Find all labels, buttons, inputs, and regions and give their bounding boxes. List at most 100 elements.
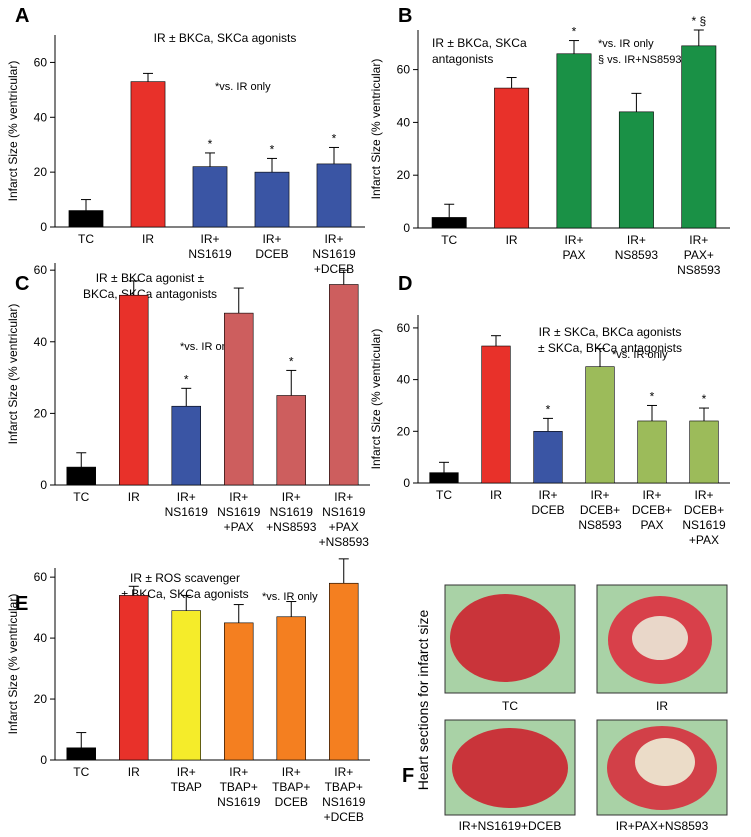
x-tick-label: TBAP+ <box>325 780 363 794</box>
chart-title: BKCa, SKCa antagonists <box>83 287 217 301</box>
chart-title: IR ± ROS scavenger <box>130 571 240 585</box>
x-tick-label: TC <box>78 232 94 246</box>
panel: D Infarct Size (% ventricular) 0 20 40 60 IR ±… <box>369 273 730 547</box>
chart-title: ± BKCa, SKCa agonists <box>121 587 248 601</box>
y-tick-label: 20 <box>397 168 411 182</box>
significance-mark: * <box>184 372 189 386</box>
y-tick-label: 60 <box>34 55 48 69</box>
x-tick-label: IR+ <box>642 488 661 502</box>
bar <box>556 53 592 229</box>
panel: C Infarct Size (% ventricular) 0 20 40 60 IR ±… <box>6 263 370 549</box>
caption: IR+PAX+NS8593 <box>616 819 709 833</box>
bar <box>329 284 359 486</box>
bar <box>224 312 254 486</box>
y-tick-label: 20 <box>34 406 48 420</box>
x-tick-label: NS8593 <box>615 248 659 262</box>
significance-mark: * <box>546 402 551 416</box>
y-tick-label: 60 <box>397 63 411 77</box>
x-tick-label: IR+ <box>262 232 281 246</box>
x-tick-label: +NS8593 <box>266 520 317 534</box>
y-tick-label: 40 <box>34 335 48 349</box>
y-axis-label: Infarct Size (% ventricular) <box>6 594 20 735</box>
chart-title: IR ± BKCa, SKCa <box>432 36 527 50</box>
x-tick-label: IR+ <box>590 488 609 502</box>
x-tick-label: TC <box>73 765 89 779</box>
panel-label: F <box>402 765 414 787</box>
x-tick-label: DCEB+ <box>684 503 724 517</box>
bar <box>681 45 717 229</box>
x-tick-label: IR+ <box>282 765 301 779</box>
significance-mark: * <box>208 137 213 151</box>
x-tick-label: NS1619 <box>217 795 261 809</box>
bar <box>637 420 667 484</box>
x-tick-label: PAX <box>640 518 663 532</box>
y-tick-label: 0 <box>40 753 47 767</box>
panel: A Infarct Size (% ventricular) 0 20 40 60 IR ±… <box>6 5 365 276</box>
caption: IR+NS1619+DCEB <box>459 819 562 833</box>
bar <box>316 163 352 228</box>
bar <box>276 616 306 761</box>
x-tick-label: IR <box>506 233 518 247</box>
x-tick-label: +PAX <box>689 533 719 547</box>
y-tick-label: 60 <box>34 263 48 277</box>
x-tick-label: IR+ <box>177 765 196 779</box>
chart-title: IR ± BKCa, SKCa agonists <box>154 31 297 45</box>
panel-label: B <box>398 5 412 27</box>
annotation: *vs. IR only <box>215 81 271 93</box>
x-tick-label: IR+ <box>689 233 708 247</box>
y-tick-label: 20 <box>34 165 48 179</box>
bar <box>429 472 459 484</box>
y-axis-label: Heart sections for infarct size <box>415 610 431 791</box>
caption: IR <box>656 699 668 713</box>
x-tick-label: NS8593 <box>578 518 622 532</box>
significance-mark: * <box>572 25 577 39</box>
x-tick-label: NS1619 <box>322 795 366 809</box>
x-tick-label: NS1619 <box>165 505 209 519</box>
annotation: *vs. IR only <box>180 341 236 353</box>
heart <box>450 594 560 682</box>
x-tick-label: NS1619 <box>682 518 726 532</box>
x-tick-label: IR+ <box>282 490 301 504</box>
bar <box>224 622 254 761</box>
x-tick-label: PAX+ <box>684 248 714 262</box>
y-tick-label: 0 <box>40 478 47 492</box>
y-tick-label: 20 <box>34 692 48 706</box>
x-tick-label: IR+ <box>324 232 343 246</box>
x-tick-label: NS1619 <box>270 505 314 519</box>
y-tick-label: 60 <box>34 570 48 584</box>
y-axis-label: Infarct Size (% ventricular) <box>6 61 20 202</box>
chart-title: ± SKCa, BKCa antagonists <box>538 341 682 355</box>
x-tick-label: IR <box>142 232 154 246</box>
bar <box>329 582 359 761</box>
panel-label: C <box>15 273 29 295</box>
y-tick-label: 40 <box>34 631 48 645</box>
bar <box>171 610 201 761</box>
x-tick-label: IR+ <box>229 765 248 779</box>
significance-mark: * <box>702 392 707 406</box>
bar <box>171 405 201 486</box>
x-tick-label: +DCEB <box>314 262 354 276</box>
x-tick-label: IR+ <box>229 490 248 504</box>
x-tick-label: NS8593 <box>677 263 721 277</box>
bar <box>66 466 96 486</box>
bar <box>276 395 306 486</box>
bar <box>618 111 654 229</box>
y-tick-label: 0 <box>403 476 410 490</box>
y-tick-label: 0 <box>403 221 410 235</box>
bar <box>533 431 563 484</box>
x-tick-label: +PAX <box>329 520 359 534</box>
x-tick-label: IR+ <box>200 232 219 246</box>
x-tick-label: DCEB+ <box>580 503 620 517</box>
y-tick-label: 0 <box>40 220 47 234</box>
bar <box>431 217 467 229</box>
infarct <box>635 738 695 786</box>
y-tick-label: 60 <box>397 321 411 335</box>
x-tick-label: DCEB <box>255 247 288 261</box>
x-tick-label: TBAP+ <box>220 780 258 794</box>
caption: TC <box>502 699 518 713</box>
bar <box>130 81 166 228</box>
annotation: *vs. IR only <box>612 349 668 361</box>
bar <box>66 747 96 761</box>
